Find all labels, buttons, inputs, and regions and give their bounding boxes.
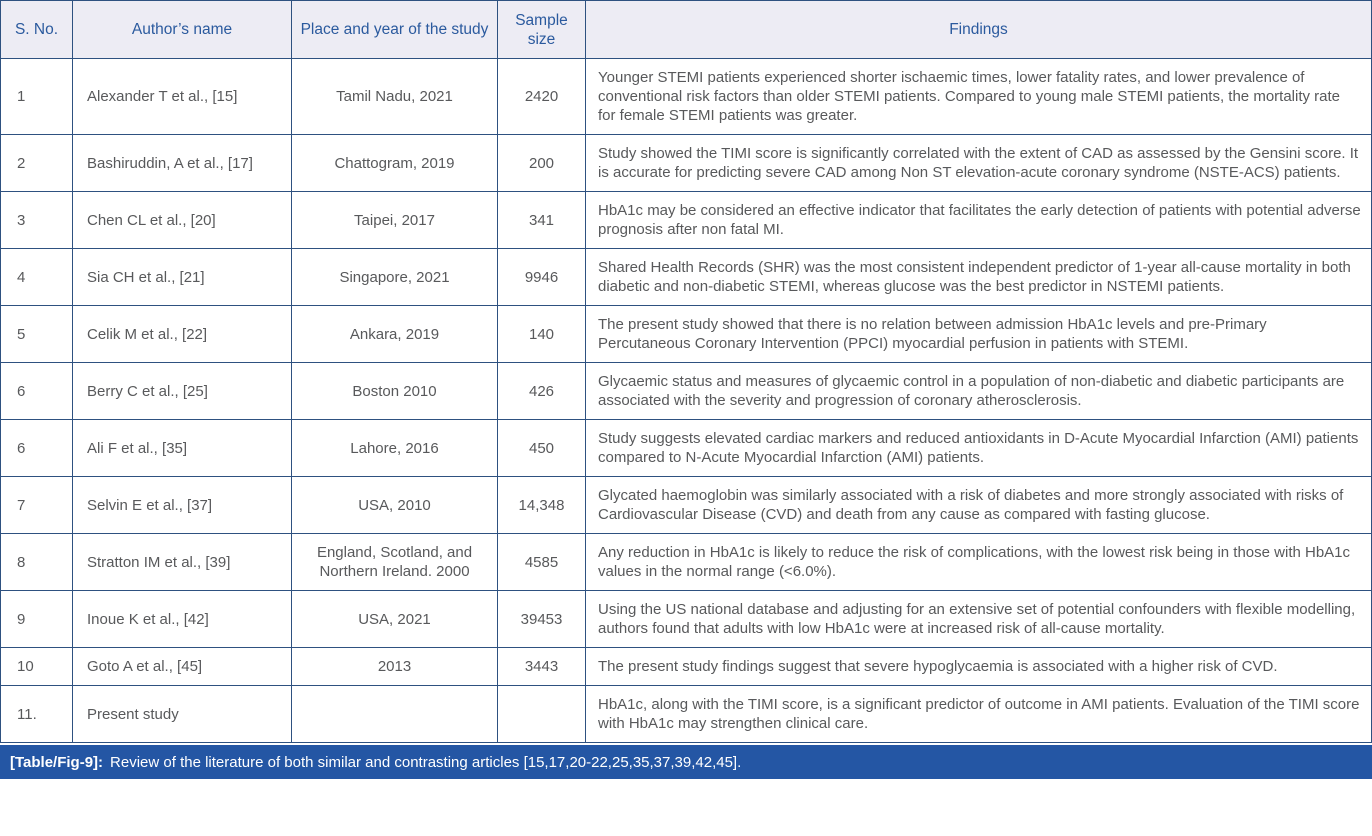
cell-author: Goto A et al., [45]	[72, 647, 292, 686]
cell-sno: 4	[0, 248, 73, 306]
cell-sample: 450	[497, 419, 586, 477]
table-row: 5 Celik M et al., [22] Ankara, 2019 140 The …	[0, 305, 1372, 363]
table-row: 1 Alexander T et al., [15] Tamil Nadu, 202…	[0, 58, 1372, 135]
cell-sample: 39453	[497, 590, 586, 648]
cell-author: Bashiruddin, A et al., [17]	[72, 134, 292, 192]
cell-findings: Any reduction in HbA1c is likely to redu…	[585, 533, 1372, 591]
cell-author: Celik M et al., [22]	[72, 305, 292, 363]
table-caption-bar: [Table/Fig-9]: Review of the literature …	[0, 745, 1372, 779]
cell-sno: 6	[0, 419, 73, 477]
cell-place: Singapore, 2021	[291, 248, 498, 306]
table-fig-9-page: S. No. Author’s name Place and year of the…	[0, 0, 1372, 779]
cell-sample: 3443	[497, 647, 586, 686]
cell-sno: 6	[0, 362, 73, 420]
cell-findings: The present study showed that there is n…	[585, 305, 1372, 363]
cell-findings: HbA1c, along with the TIMI score, is a s…	[585, 685, 1372, 743]
cell-findings: Younger STEMI patients experienced short…	[585, 58, 1372, 135]
cell-findings: HbA1c may be considered an effective ind…	[585, 191, 1372, 249]
cell-sample: 140	[497, 305, 586, 363]
cell-place: Boston 2010	[291, 362, 498, 420]
cell-sample: 9946	[497, 248, 586, 306]
cell-findings: Study suggests elevated cardiac markers …	[585, 419, 1372, 477]
cell-sample: 14,348	[497, 476, 586, 534]
cell-sample	[497, 685, 586, 743]
literature-review-table: S. No. Author’s name Place and year of the…	[0, 0, 1372, 743]
cell-sample: 426	[497, 362, 586, 420]
cell-author: Alexander T et al., [15]	[72, 58, 292, 135]
column-header-sample: Sample size	[497, 0, 586, 59]
cell-findings: The present study findings suggest that …	[585, 647, 1372, 686]
table-row: 4 Sia CH et al., [21] Singapore, 2021 9946 S…	[0, 248, 1372, 306]
cell-sno: 3	[0, 191, 73, 249]
table-header: S. No. Author’s name Place and year of the…	[0, 0, 1372, 59]
column-header-sno: S. No.	[0, 0, 73, 59]
cell-author: Present study	[72, 685, 292, 743]
cell-place: England, Scotland, and Northern Ireland.…	[291, 533, 498, 591]
table-row: 2 Bashiruddin, A et al., [17] Chattogram, …	[0, 134, 1372, 192]
cell-sample: 341	[497, 191, 586, 249]
column-header-author: Author’s name	[72, 0, 292, 59]
cell-findings: Study showed the TIMI score is significa…	[585, 134, 1372, 192]
cell-findings: Glycaemic status and measures of glycaem…	[585, 362, 1372, 420]
cell-author: Stratton IM et al., [39]	[72, 533, 292, 591]
cell-place: Taipei, 2017	[291, 191, 498, 249]
cell-author: Berry C et al., [25]	[72, 362, 292, 420]
table-row: 6 Berry C et al., [25] Boston 2010 426 Glyca…	[0, 362, 1372, 420]
table-header-row: S. No. Author’s name Place and year of the…	[0, 0, 1372, 59]
cell-sno: 5	[0, 305, 73, 363]
cell-findings: Using the US national database and adjus…	[585, 590, 1372, 648]
cell-sno: 9	[0, 590, 73, 648]
cell-place: 2013	[291, 647, 498, 686]
cell-sno: 1	[0, 58, 73, 135]
table-body: 1 Alexander T et al., [15] Tamil Nadu, 202…	[0, 58, 1372, 743]
table-row: 11. Present study HbA1c, along with the TI…	[0, 685, 1372, 743]
cell-author: Selvin E et al., [37]	[72, 476, 292, 534]
cell-sample: 200	[497, 134, 586, 192]
cell-place: USA, 2010	[291, 476, 498, 534]
table-row: 9 Inoue K et al., [42] USA, 2021 39453 Using…	[0, 590, 1372, 648]
cell-sno: 10	[0, 647, 73, 686]
cell-place: Lahore, 2016	[291, 419, 498, 477]
cell-author: Ali F et al., [35]	[72, 419, 292, 477]
cell-findings: Glycated haemoglobin was similarly assoc…	[585, 476, 1372, 534]
table-row: 7 Selvin E et al., [37] USA, 2010 14,348 Gly…	[0, 476, 1372, 534]
cell-sno: 8	[0, 533, 73, 591]
cell-place: USA, 2021	[291, 590, 498, 648]
cell-findings: Shared Health Records (SHR) was the most…	[585, 248, 1372, 306]
cell-sno: 11.	[0, 685, 73, 743]
cell-sample: 2420	[497, 58, 586, 135]
table-row: 6 Ali F et al., [35] Lahore, 2016 450 Study …	[0, 419, 1372, 477]
column-header-place: Place and year of the study	[291, 0, 498, 59]
cell-sno: 2	[0, 134, 73, 192]
column-header-findings: Findings	[585, 0, 1372, 59]
cell-author: Sia CH et al., [21]	[72, 248, 292, 306]
cell-place: Chattogram, 2019	[291, 134, 498, 192]
cell-place: Ankara, 2019	[291, 305, 498, 363]
table-row: 10 Goto A et al., [45] 2013 3443 The present…	[0, 647, 1372, 686]
cell-place: Tamil Nadu, 2021	[291, 58, 498, 135]
cell-author: Inoue K et al., [42]	[72, 590, 292, 648]
cell-place	[291, 685, 498, 743]
cell-sample: 4585	[497, 533, 586, 591]
table-row: 3 Chen CL et al., [20] Taipei, 2017 341 HbA1…	[0, 191, 1372, 249]
table-row: 8 Stratton IM et al., [39] England, Scotla…	[0, 533, 1372, 591]
caption-tag: [Table/Fig-9]:	[10, 753, 104, 771]
cell-sno: 7	[0, 476, 73, 534]
cell-author: Chen CL et al., [20]	[72, 191, 292, 249]
caption-text: Review of the literature of both similar…	[110, 753, 742, 771]
